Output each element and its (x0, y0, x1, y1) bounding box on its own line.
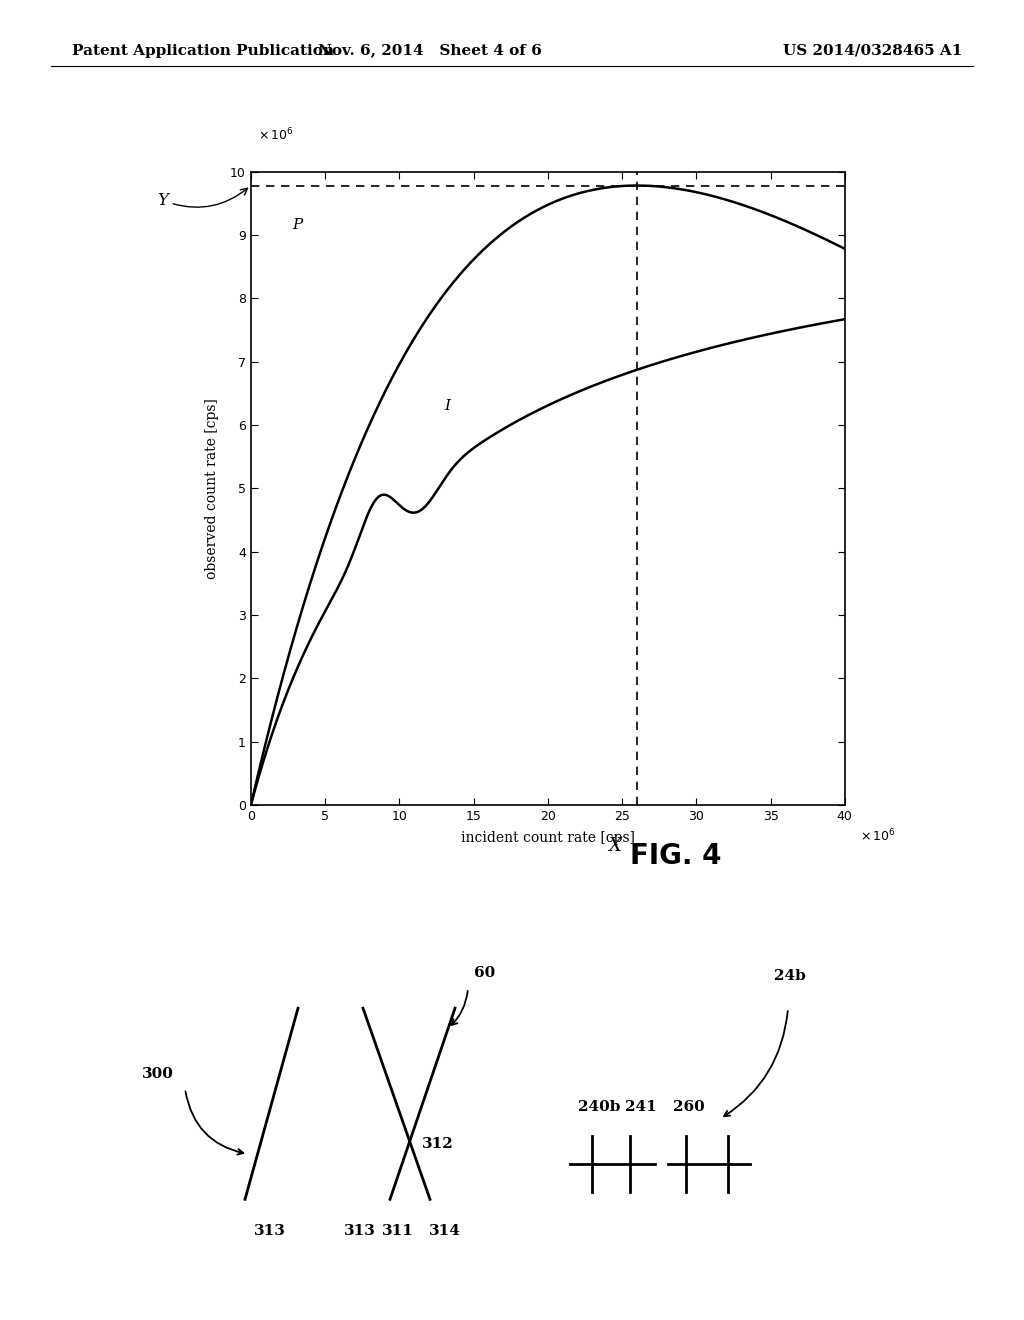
Y-axis label: observed count rate [cps]: observed count rate [cps] (205, 397, 219, 579)
Text: $\times\,10^6$: $\times\,10^6$ (859, 828, 895, 843)
Text: US 2014/0328465 A1: US 2014/0328465 A1 (783, 44, 963, 58)
Text: Patent Application Publication: Patent Application Publication (72, 44, 334, 58)
Text: 312: 312 (422, 1137, 454, 1151)
Text: 60: 60 (474, 966, 496, 979)
Text: 311: 311 (382, 1225, 414, 1238)
Text: I: I (444, 399, 450, 413)
Text: 260: 260 (673, 1100, 705, 1114)
Text: FIG. 4: FIG. 4 (630, 842, 722, 870)
X-axis label: incident count rate [cps]: incident count rate [cps] (461, 832, 635, 845)
Text: Nov. 6, 2014   Sheet 4 of 6: Nov. 6, 2014 Sheet 4 of 6 (318, 44, 542, 58)
Text: P: P (293, 218, 303, 232)
Text: 313: 313 (344, 1225, 376, 1238)
Text: 240b: 240b (578, 1100, 621, 1114)
Text: 24b: 24b (774, 969, 806, 983)
Text: 313: 313 (254, 1225, 286, 1238)
Text: X: X (608, 837, 621, 855)
Text: 241: 241 (625, 1100, 656, 1114)
Text: $\times\,10^6$: $\times\,10^6$ (258, 127, 294, 143)
Text: Y: Y (157, 189, 248, 209)
Text: 300: 300 (142, 1067, 174, 1081)
Text: 314: 314 (429, 1225, 461, 1238)
